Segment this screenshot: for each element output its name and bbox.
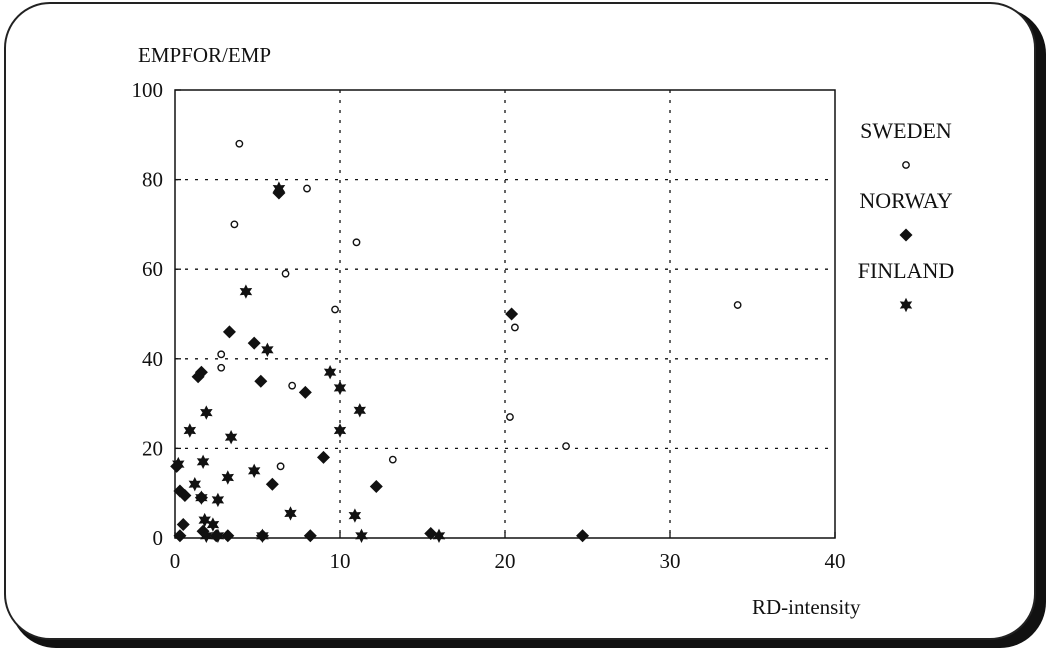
x-tick-label: 0 (170, 549, 181, 573)
finland-point (211, 528, 225, 543)
norway-point (178, 488, 192, 502)
norway-point (303, 529, 317, 543)
finland-point (200, 405, 213, 420)
finland-point (221, 470, 234, 485)
sweden-point (217, 363, 226, 372)
norway-point (424, 527, 438, 541)
finland-point (272, 181, 286, 196)
y-axis-label: EMPFOR/EMP (138, 43, 271, 67)
norway-point (247, 336, 261, 350)
finland-point (355, 528, 368, 543)
legend-label-finland: FINLAND (858, 258, 955, 283)
y-tick-label: 60 (142, 257, 163, 281)
norway-point (298, 385, 312, 399)
norway-point (317, 450, 330, 464)
norway-point (221, 529, 235, 543)
finland-point (224, 430, 238, 445)
y-tick-label: 100 (132, 78, 164, 102)
axis-ticks: 0 10 20 30 40 0 20 40 60 80 100 (132, 78, 846, 573)
x-tick-label: 10 (330, 549, 351, 573)
sweden-point (352, 238, 361, 247)
sweden-point (331, 305, 339, 314)
sweden-point (506, 413, 514, 421)
finland-point (323, 365, 337, 380)
finland-point (256, 528, 269, 543)
sweden-point (281, 269, 290, 278)
sweden-point (303, 184, 311, 193)
finland-point (333, 380, 347, 396)
norway-point (369, 479, 383, 493)
finland-point (284, 506, 297, 521)
sweden-point (388, 455, 397, 464)
data-points (170, 139, 742, 543)
sweden-point (235, 139, 244, 148)
sweden-point (230, 220, 239, 229)
finland-point (206, 517, 220, 532)
finland-point (248, 463, 261, 478)
sweden-point (733, 301, 742, 309)
norway-point (576, 529, 590, 543)
legend-marker-finland (899, 297, 913, 313)
finland-point (432, 528, 446, 543)
finland-point (211, 492, 225, 508)
finland-point (183, 423, 197, 438)
finland-point (200, 528, 213, 543)
x-tick-label: 40 (825, 549, 846, 573)
finland-point (333, 423, 347, 438)
sweden-point (288, 381, 297, 390)
finland-point (195, 490, 208, 505)
sweden-point (217, 350, 226, 359)
legend-label-norway: NORWAY (859, 188, 952, 213)
norway-point (191, 370, 205, 384)
legend-label-sweden: SWEDEN (860, 118, 952, 143)
y-tick-label: 40 (142, 347, 163, 371)
finland-point (196, 454, 210, 469)
x-axis-label: RD-intensity (752, 595, 861, 619)
y-tick-label: 0 (153, 526, 164, 550)
norway-point (505, 307, 519, 321)
grid-lines (175, 90, 835, 538)
finland-point (198, 512, 211, 528)
sweden-point (562, 442, 570, 451)
norway-point (222, 325, 236, 339)
finland-point (348, 508, 362, 523)
norway-point (173, 529, 187, 543)
finland-point (239, 284, 253, 299)
norway-point (176, 518, 190, 532)
y-tick-label: 80 (142, 168, 163, 192)
finland-point (172, 456, 185, 472)
finland-point (188, 477, 201, 492)
norway-point (265, 477, 279, 491)
sweden-point (276, 462, 285, 471)
finland-point (353, 403, 366, 418)
y-tick-label: 20 (142, 436, 163, 460)
x-tick-label: 30 (660, 549, 681, 573)
legend: SWEDEN NORWAY FINLAND (858, 118, 955, 313)
legend-marker-sweden (902, 161, 910, 169)
finland-point (261, 342, 274, 357)
legend-marker-norway (899, 228, 913, 242)
sweden-point (511, 323, 519, 332)
norway-point (254, 374, 268, 388)
x-tick-label: 20 (495, 549, 516, 573)
